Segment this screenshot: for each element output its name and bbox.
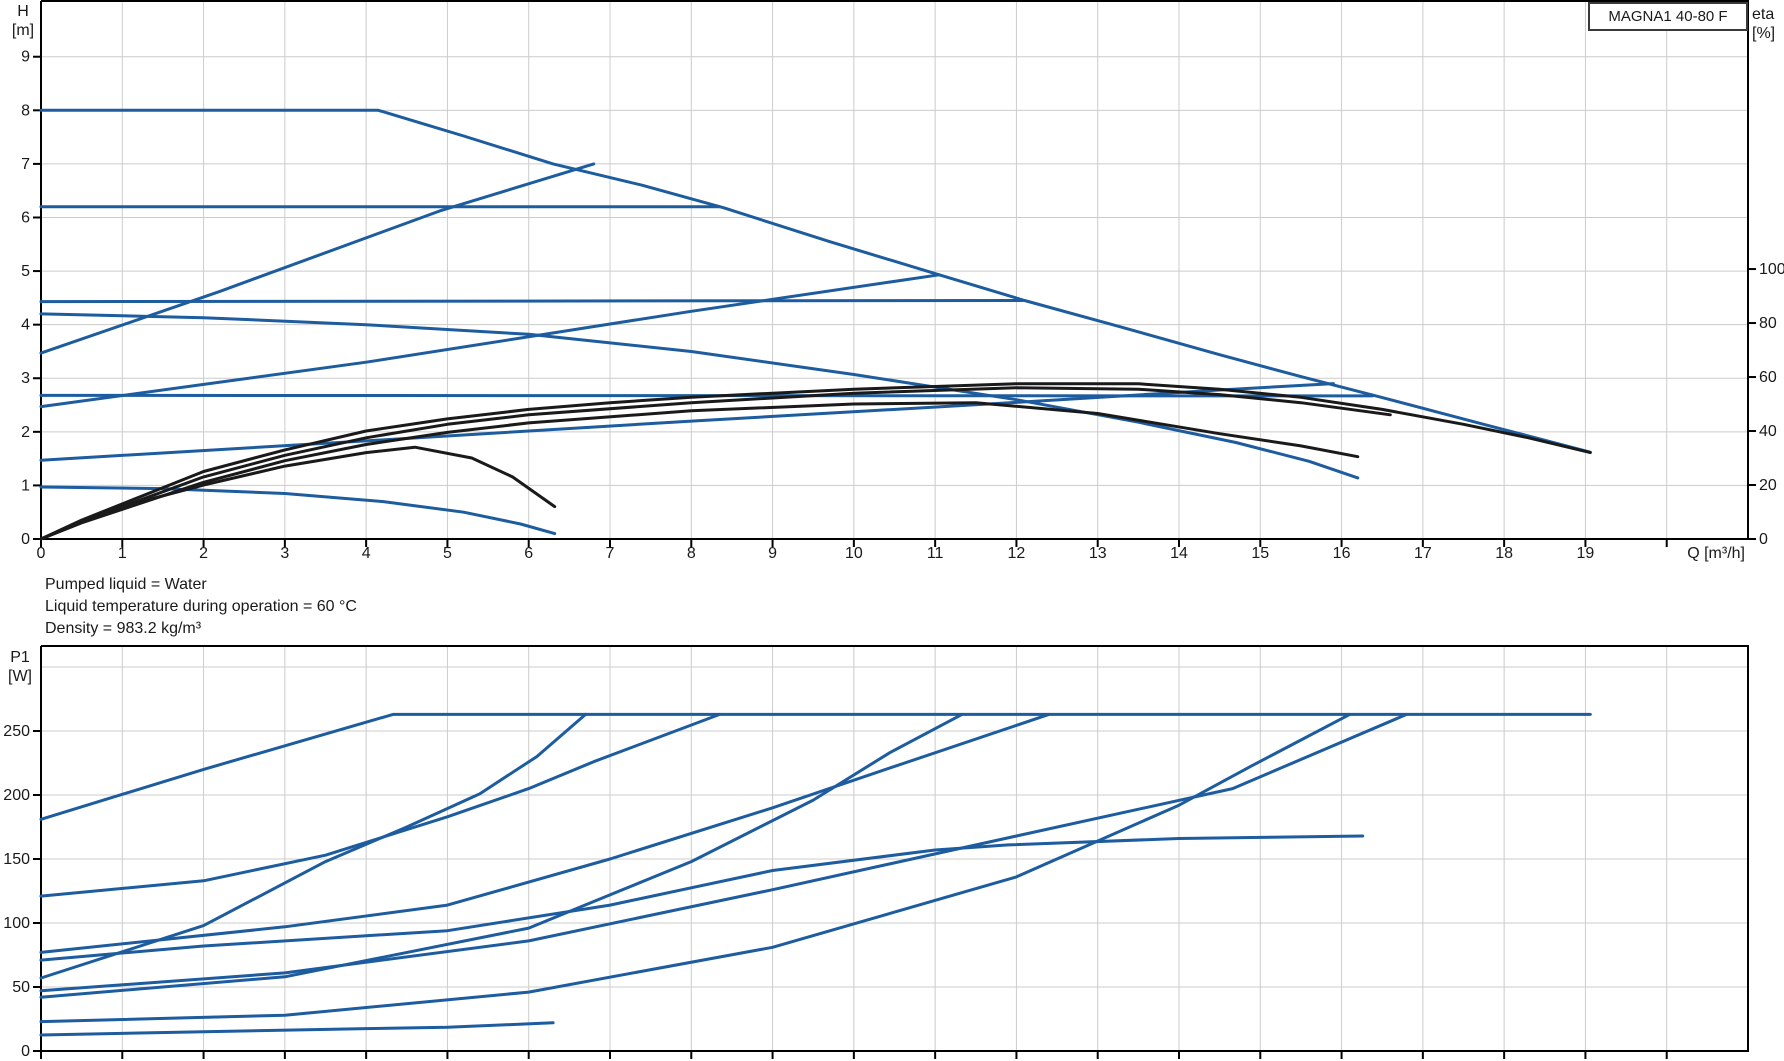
series-eta-upper-mid <box>39 386 1392 541</box>
power-axis-title-unit: [W] <box>8 668 32 685</box>
y-tick-label: 0 <box>21 531 30 548</box>
series-p1-const-2.7 <box>39 712 1409 993</box>
series-max-curve <box>39 108 1592 454</box>
y-tick-label: 3 <box>21 370 30 387</box>
operating-conditions: Pumped liquid = Water Liquid temperature… <box>45 574 357 640</box>
series-eta-max <box>39 382 1592 541</box>
x-tick-label: 19 <box>1577 545 1595 562</box>
left-axis-title-symbol: H <box>17 3 29 20</box>
y-tick-label: 5 <box>21 263 30 280</box>
x-tick-label: 16 <box>1333 545 1351 562</box>
y-tick-label: 6 <box>21 209 30 226</box>
x-tick-label: 4 <box>362 545 371 562</box>
pumped-liquid-line: Pumped liquid = Water <box>45 576 207 593</box>
series-eta-lower-mid <box>39 401 1360 541</box>
y-tick-label: 0 <box>21 1043 30 1060</box>
series-p1-const-4.4 <box>39 712 1051 954</box>
series-prop-pressure-mid <box>39 273 941 409</box>
x-tick-label: 15 <box>1251 545 1269 562</box>
series-eta-min <box>39 445 557 541</box>
y-tick-label: 4 <box>21 317 30 334</box>
y-tick-label: 50 <box>12 979 30 996</box>
x-tick-label: 2 <box>199 545 208 562</box>
left-axis-title-unit: [m] <box>11 22 35 39</box>
series-p1-max-curve <box>39 712 1592 821</box>
x-axis-unit-label: Q [m³/h] <box>1687 545 1745 562</box>
x-tick-label: 14 <box>1170 545 1188 562</box>
series-const-pressure-4.4 <box>39 299 1025 304</box>
y2-tick-label: 60 <box>1759 369 1777 386</box>
x-tick-label: 13 <box>1089 545 1107 562</box>
x-tick-label: 18 <box>1495 545 1513 562</box>
x-tick-label: 5 <box>443 545 452 562</box>
y2-tick-label: 20 <box>1759 477 1777 494</box>
right-axis-title: eta [%] <box>1752 5 1775 43</box>
y-tick-label: 2 <box>21 424 30 441</box>
y-tick-label: 250 <box>3 723 30 740</box>
y2-tick-label: 80 <box>1759 315 1777 332</box>
liquid-temperature-line: Liquid temperature during operation = 60… <box>45 598 357 615</box>
y2-tick-label: 100 <box>1759 261 1784 278</box>
y2-tick-label: 0 <box>1759 531 1768 548</box>
series-p1-prop-low <box>39 712 1352 1024</box>
x-tick-label: 8 <box>687 545 696 562</box>
x-tick-label: 12 <box>1008 545 1026 562</box>
series-p1-min-curve <box>39 1021 555 1037</box>
series-p1-prop-high <box>39 712 588 980</box>
right-axis-title-symbol: eta <box>1752 6 1775 23</box>
x-tick-label: 7 <box>606 545 615 562</box>
power-axis-title: P1 [W] <box>2 648 38 686</box>
y2-tick-label: 40 <box>1759 423 1777 440</box>
x-tick-label: 17 <box>1414 545 1432 562</box>
y-tick-label: 1 <box>21 477 30 494</box>
series-p1-const-6.2 <box>39 712 722 898</box>
y-tick-label: 200 <box>3 787 30 804</box>
series-speed-curve-mid <box>39 312 1360 480</box>
y-tick-label: 9 <box>21 49 30 66</box>
x-tick-label: 10 <box>845 545 863 562</box>
density-line: Density = 983.2 kg/m³ <box>45 620 202 637</box>
power-axis-title-symbol: P1 <box>10 649 30 666</box>
pump-model-label: MAGNA1 40-80 F <box>1608 8 1728 25</box>
y-tick-label: 7 <box>21 156 30 173</box>
y-tick-label: 8 <box>21 102 30 119</box>
x-tick-label: 9 <box>768 545 777 562</box>
series-p1-prop-mid <box>39 712 964 999</box>
pump-model-badge: MAGNA1 40-80 F <box>1588 2 1748 31</box>
x-tick-label: 0 <box>37 545 46 562</box>
series-prop-pressure-high <box>39 162 596 355</box>
x-tick-label: 1 <box>118 545 127 562</box>
y-tick-label: 150 <box>3 851 30 868</box>
x-tick-label: 11 <box>927 545 944 562</box>
power-chart: 0 50 100 150 200 250 <box>3 645 1749 1060</box>
left-axis-title: H [m] <box>6 2 40 40</box>
x-tick-label: 3 <box>280 545 289 562</box>
y-tick-label: 100 <box>3 915 30 932</box>
right-axis-title-unit: [%] <box>1752 25 1776 42</box>
chart-frame <box>40 645 1749 1052</box>
series-p1-speed-mid <box>39 834 1365 962</box>
x-tick-label: 6 <box>524 545 533 562</box>
